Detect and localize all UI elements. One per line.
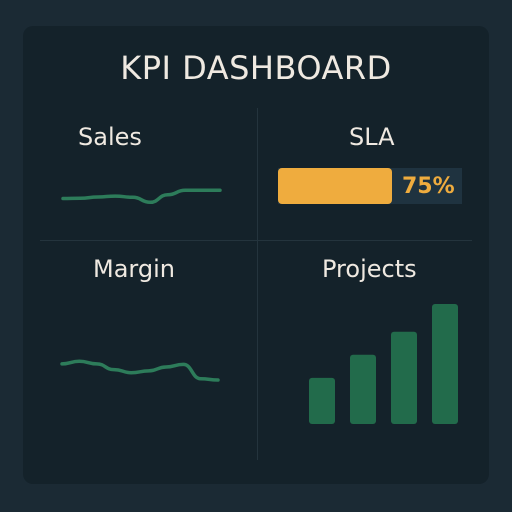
projects-bar-chart <box>309 304 458 424</box>
vertical-divider <box>257 108 258 460</box>
sla-percentage: 75% <box>402 174 455 199</box>
projects-bar <box>391 331 417 424</box>
margin-sparkline <box>60 359 220 382</box>
sla-progress-fill <box>278 168 392 204</box>
dashboard-title: KPI DASHBOARD <box>120 49 392 87</box>
sla-label: SLA <box>349 123 395 151</box>
projects-bar <box>432 304 458 424</box>
projects-bar <box>309 377 335 424</box>
horizontal-divider <box>40 240 472 241</box>
margin-label: Margin <box>93 255 175 283</box>
projects-label: Projects <box>322 255 417 283</box>
projects-bar <box>350 354 376 424</box>
sales-sparkline <box>61 188 222 205</box>
sales-label: Sales <box>78 123 142 151</box>
